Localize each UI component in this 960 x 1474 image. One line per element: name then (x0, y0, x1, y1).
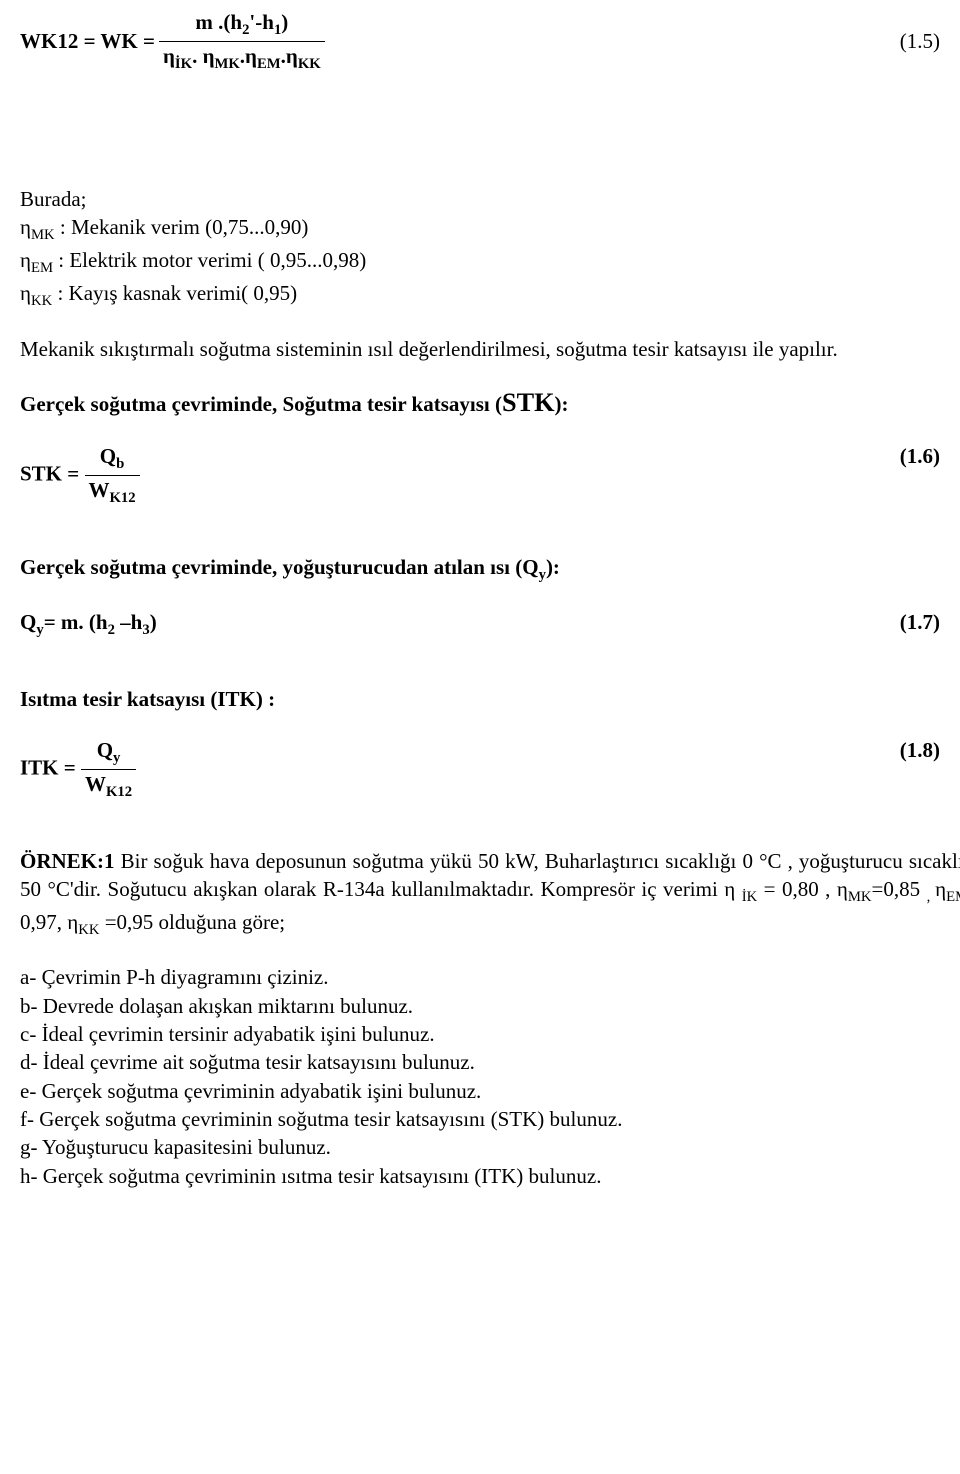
ornek-comma: , (927, 889, 936, 905)
eq17-q-sub: y (36, 623, 43, 639)
def-mk-sub: MK (31, 228, 55, 244)
eq15-fraction: m .(h2'-h1) ηİK. ηMK.ηEM.ηKK (159, 8, 325, 75)
equation-1-5: WK12 = WK = m .(h2'-h1) ηİK. ηMK.ηEM.ηKK… (20, 8, 960, 75)
eq16-left: STK = Qb WK12 (20, 442, 140, 509)
def-kk-eta: η (20, 281, 31, 305)
list-item-c: c- İdeal çevrimin tersinir adyabatik işi… (20, 1020, 960, 1048)
def-kk: ηKK : Kayış kasnak verimi( 0,95) (20, 279, 960, 312)
eq16-lhs: STK = (20, 462, 85, 486)
paragraph-1: Mekanik sıkıştırmalı soğutma sisteminin … (20, 335, 960, 363)
def-mk-eta: η (20, 215, 31, 239)
def-kk-text: : Kayış kasnak verimi( 0,95) (52, 281, 297, 305)
def-em-sub: EM (31, 261, 53, 277)
eq15-num-dash: -h (255, 10, 274, 34)
eq15-den-kk: KK (298, 56, 321, 72)
ornek-kk-sub: KK (78, 922, 99, 938)
list-item-a: a- Çevrimin P-h diyagramını çiziniz. (20, 963, 960, 991)
eq16-num-sub: b (116, 456, 124, 472)
eq18-left: ITK = Qy WK12 (20, 736, 136, 803)
eq16-num-q: Q (100, 444, 116, 468)
eq17-left: Qy= m. (h2 –h3) (20, 608, 157, 641)
eq16-den-w: W (89, 478, 110, 502)
qy-title-sub: y (539, 568, 546, 584)
ornek-v-ik: = 0,80 , (757, 877, 837, 901)
eq16-number: (1.6) (900, 442, 960, 509)
ornek-ik-sub: İK (742, 889, 758, 905)
eq16-fraction: Qb WK12 (85, 442, 140, 509)
ornek-eta1: η (724, 877, 741, 901)
def-mk-text: : Mekanik verim (0,75...0,90) (55, 215, 309, 239)
ornek-mk-sub: MK (848, 889, 872, 905)
def-em-eta: η (20, 248, 31, 272)
ornek-v-kk: =0,95 olduğuna göre; (99, 910, 285, 934)
eq17-minus: –h (115, 610, 142, 634)
eq18-number: (1.8) (900, 736, 960, 803)
stk-title-a: Gerçek soğutma çevriminde, Soğutma tesir… (20, 392, 502, 416)
eq16-den: WK12 (85, 476, 140, 509)
eq16-den-sub: K12 (110, 491, 136, 507)
eq18-num-sub: y (113, 750, 120, 766)
eq15-den-mk: MK (215, 56, 240, 72)
ornek-em-sub: EM (946, 889, 960, 905)
eq15-den-eta1: η (163, 44, 175, 68)
ornek-eta2: η (837, 877, 848, 901)
eq17-number: (1.7) (900, 608, 960, 641)
list-item-f: f- Gerçek soğutma çevriminin soğutma tes… (20, 1105, 960, 1133)
list-item-g: g- Yoğuşturucu kapasitesini bulunuz. (20, 1133, 960, 1161)
equation-1-8: ITK = Qy WK12 (1.8) (20, 736, 960, 803)
eq17-q: Q (20, 610, 36, 634)
def-em: ηEM : Elektrik motor verimi ( 0,95...0,9… (20, 246, 960, 279)
ornek-eta4: η (67, 910, 78, 934)
eq18-den-sub: K12 (106, 784, 132, 800)
stk-title-b: ): (555, 392, 569, 416)
eq15-den-em: EM (257, 56, 281, 72)
list-item-h: h- Gerçek soğutma çevriminin ısıtma tesi… (20, 1162, 960, 1190)
eq17-h3: 3 (142, 623, 149, 639)
eq18-lhs: ITK = (20, 755, 81, 779)
eq18-num: Qy (81, 736, 136, 769)
eq15-lhs: WK12 = WK = (20, 27, 155, 55)
eq15-den-dot2: .η (240, 44, 257, 68)
eq15-number: (1.5) (900, 27, 960, 55)
def-em-text: : Elektrik motor verimi ( 0,95...0,98) (53, 248, 366, 272)
eq18-den-w: W (85, 772, 106, 796)
equation-1-7: Qy= m. (h2 –h3) (1.7) (20, 608, 960, 641)
ornek-v-mk: =0,85 (872, 877, 927, 901)
qy-title-end: ): (546, 555, 560, 579)
stk-title-big: STK (502, 388, 555, 417)
itk-title: Isıtma tesir katsayısı (ITK) : (20, 685, 960, 713)
def-kk-sub: KK (31, 294, 52, 310)
eq15-den-dot3: .η (281, 44, 298, 68)
eq15-num-text: m .(h (195, 10, 242, 34)
eq17-h2: 2 (108, 623, 115, 639)
eq18-fraction: Qy WK12 (81, 736, 136, 803)
eq16-num: Qb (85, 442, 140, 475)
qy-title-text: Gerçek soğutma çevriminde, yoğuşturucuda… (20, 555, 539, 579)
eq15-den-ik: İK (175, 56, 192, 72)
list-item-e: e- Gerçek soğutma çevriminin adyabatik i… (20, 1077, 960, 1105)
eq17-close: ) (150, 610, 157, 634)
list-item-d: d- İdeal çevrime ait soğutma tesir katsa… (20, 1048, 960, 1076)
eq15-num-close: ) (281, 10, 288, 34)
ornek-eta3: η (935, 877, 946, 901)
eq15-denominator: ηİK. ηMK.ηEM.ηKK (159, 42, 325, 75)
list-item-b: b- Devrede dolaşan akışkan miktarını bul… (20, 992, 960, 1020)
eq18-den: WK12 (81, 770, 136, 803)
eq15-den-dot1: . η (192, 44, 214, 68)
eq18-num-q: Q (97, 738, 113, 762)
ornek-paragraph: ÖRNEK:1 Bir soğuk hava deposunun soğutma… (20, 847, 960, 941)
ornek-label: ÖRNEK:1 (20, 849, 115, 873)
eq17-eq: = m. (h (44, 610, 108, 634)
eq15-numerator: m .(h2'-h1) (191, 8, 292, 41)
burada-label: Burada; (20, 185, 960, 213)
def-mk: ηMK : Mekanik verim (0,75...0,90) (20, 213, 960, 246)
stk-title: Gerçek soğutma çevriminde, Soğutma tesir… (20, 385, 960, 420)
qy-title: Gerçek soğutma çevriminde, yoğuşturucuda… (20, 553, 960, 586)
equation-1-6: STK = Qb WK12 (1.6) (20, 442, 960, 509)
